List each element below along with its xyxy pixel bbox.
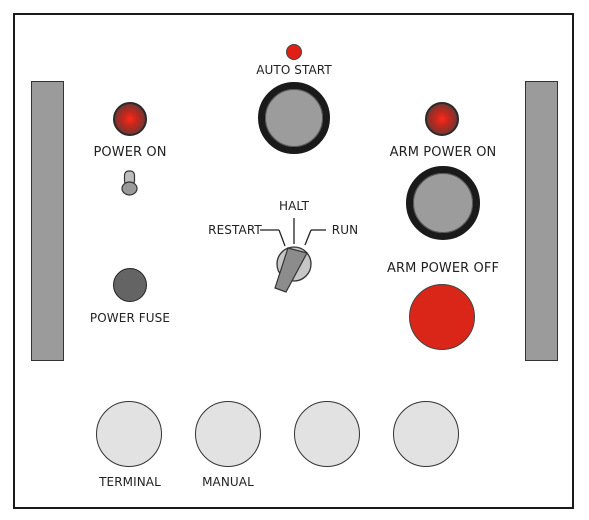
arm-power-off-button[interactable] — [409, 284, 475, 350]
auto-start-indicator-icon — [286, 44, 302, 60]
auto-start-label: AUTO START — [256, 63, 332, 77]
terminal-label: TERMINAL — [99, 475, 161, 489]
arm-power-on-label: ARM POWER ON — [389, 145, 497, 160]
power-on-lamp-icon — [113, 102, 147, 136]
arm-power-on-button[interactable] — [406, 166, 480, 240]
arm-power-on-lamp-icon — [425, 102, 459, 136]
mode-button-3[interactable] — [294, 401, 360, 467]
mode-halt-label: HALT — [279, 199, 309, 213]
left-side-bar — [31, 81, 64, 361]
mode-run-label: RUN — [331, 223, 359, 237]
manual-button[interactable] — [195, 401, 261, 467]
mode-restart-label: RESTART — [208, 223, 262, 237]
terminal-button[interactable] — [96, 401, 162, 467]
arm-power-off-label: ARM POWER OFF — [386, 261, 500, 276]
power-fuse[interactable] — [113, 268, 147, 302]
mode-selector-switch[interactable] — [255, 208, 335, 298]
right-side-bar — [525, 81, 558, 361]
power-fuse-label: POWER FUSE — [89, 311, 171, 325]
power-on-label: POWER ON — [93, 145, 167, 160]
manual-label: MANUAL — [202, 475, 254, 489]
auto-start-button[interactable] — [258, 82, 330, 154]
mode-button-4[interactable] — [393, 401, 459, 467]
toggle-switch-icon[interactable] — [118, 168, 142, 198]
